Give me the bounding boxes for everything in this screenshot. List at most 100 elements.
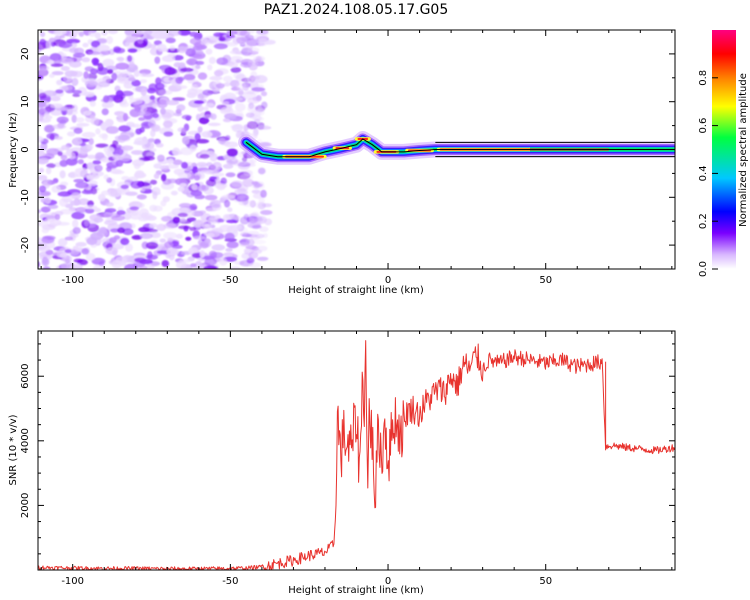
noise-blob — [122, 228, 134, 236]
noise-blob — [179, 258, 192, 263]
noise-blob — [81, 189, 94, 195]
noise-blob — [105, 65, 119, 71]
noise-blob — [233, 72, 245, 79]
noise-blob — [47, 204, 59, 209]
noise-blob — [213, 43, 228, 50]
noise-blob — [163, 223, 177, 229]
noise-blob — [205, 103, 215, 108]
noise-blob — [83, 91, 95, 98]
x-tick-label: 0 — [385, 275, 391, 286]
spectrogram-image — [38, 30, 675, 269]
noise-blob — [84, 205, 98, 210]
noise-blob — [101, 101, 114, 108]
noise-blob — [193, 219, 207, 225]
noise-blob — [60, 208, 74, 215]
y-tick-label: -20 — [20, 237, 31, 253]
noise-blob — [101, 108, 109, 116]
noise-blob — [122, 113, 129, 122]
noise-blob — [204, 194, 218, 201]
noise-blob — [258, 167, 266, 175]
noise-blob — [64, 236, 74, 241]
noise-blob — [81, 57, 91, 63]
noise-blob — [216, 57, 229, 65]
snr-panel: -100 -50 0 50 2000 4000 6000 Height of straig… — [8, 330, 676, 596]
noise-blob — [84, 66, 95, 72]
noise-blob — [91, 257, 106, 265]
noise-blob — [153, 163, 162, 169]
noise-blob — [225, 34, 236, 39]
noise-blob — [70, 192, 82, 200]
noise-blob — [203, 265, 217, 269]
noise-blob — [73, 127, 83, 134]
colorbar-tick-label: 0.0 — [698, 261, 709, 277]
noise-blob — [137, 38, 144, 44]
noise-blob — [180, 67, 194, 72]
noise-blob — [247, 230, 260, 235]
noise-blob — [197, 93, 205, 100]
noise-blob — [44, 124, 55, 133]
noise-blob — [132, 159, 145, 167]
noise-blob — [95, 143, 109, 148]
noise-blob — [175, 260, 187, 269]
noise-blob — [59, 159, 68, 167]
noise-blob — [226, 148, 238, 157]
noise-blob — [163, 120, 173, 128]
noise-blob — [150, 179, 157, 185]
noise-blob — [252, 225, 262, 229]
noise-blob — [141, 215, 155, 219]
noise-blob — [89, 214, 102, 221]
noise-blob — [222, 82, 231, 87]
noise-blob — [127, 55, 133, 62]
noise-blob — [203, 35, 217, 43]
snr-y-ticks: 2000 4000 6000 — [20, 343, 675, 555]
noise-blob — [191, 184, 198, 191]
noise-blob — [177, 172, 192, 179]
noise-blob — [154, 56, 161, 64]
spectrogram-x-axis-label: Height of straight line (km) — [288, 285, 424, 296]
noise-blob — [72, 219, 79, 228]
noise-blob — [88, 138, 94, 145]
x-tick-label: -100 — [61, 275, 84, 286]
noise-blob — [56, 116, 69, 124]
noise-blob — [263, 125, 270, 130]
noise-blob — [242, 44, 253, 52]
snr-plot-area — [38, 340, 675, 570]
noise-blob — [183, 74, 196, 81]
noise-blob — [251, 87, 266, 92]
noise-blob — [249, 234, 261, 241]
noise-blob — [247, 97, 260, 104]
noise-blob — [118, 134, 130, 141]
noise-blob — [45, 215, 55, 219]
noise-blob — [149, 148, 157, 153]
noise-blob — [179, 183, 187, 187]
ridge-center-line — [245, 138, 675, 158]
noise-blob — [107, 69, 114, 74]
noise-blob — [185, 48, 196, 57]
noise-blob — [104, 220, 118, 226]
noise-blob — [98, 81, 110, 88]
noise-blob — [245, 112, 255, 118]
noise-blob — [199, 250, 205, 258]
noise-blob — [137, 111, 152, 116]
noise-blob — [70, 70, 84, 78]
noise-blob — [199, 153, 210, 159]
noise-blob — [226, 241, 239, 249]
noise-blob — [120, 237, 130, 246]
noise-blob — [194, 133, 201, 141]
noise-blob — [40, 142, 48, 151]
noise-blob — [135, 202, 145, 209]
noise-blob — [172, 97, 186, 101]
noise-blob — [204, 257, 217, 266]
noise-blob — [221, 101, 230, 106]
noise-blob — [127, 48, 138, 53]
noise-blob — [235, 59, 241, 64]
spectrogram-y-ticks: 20 10 0 -10 -20 — [20, 48, 675, 253]
noise-blob — [228, 62, 239, 68]
noise-blob — [140, 79, 147, 84]
spectrogram-panel: -100 -50 0 50 20 10 0 -10 -20 Height of straigh… — [8, 29, 676, 296]
noise-blob — [147, 138, 156, 143]
noise-blob — [128, 61, 135, 68]
noise-blob — [131, 150, 144, 155]
noise-blob — [47, 180, 56, 185]
noise-blob — [49, 53, 62, 62]
